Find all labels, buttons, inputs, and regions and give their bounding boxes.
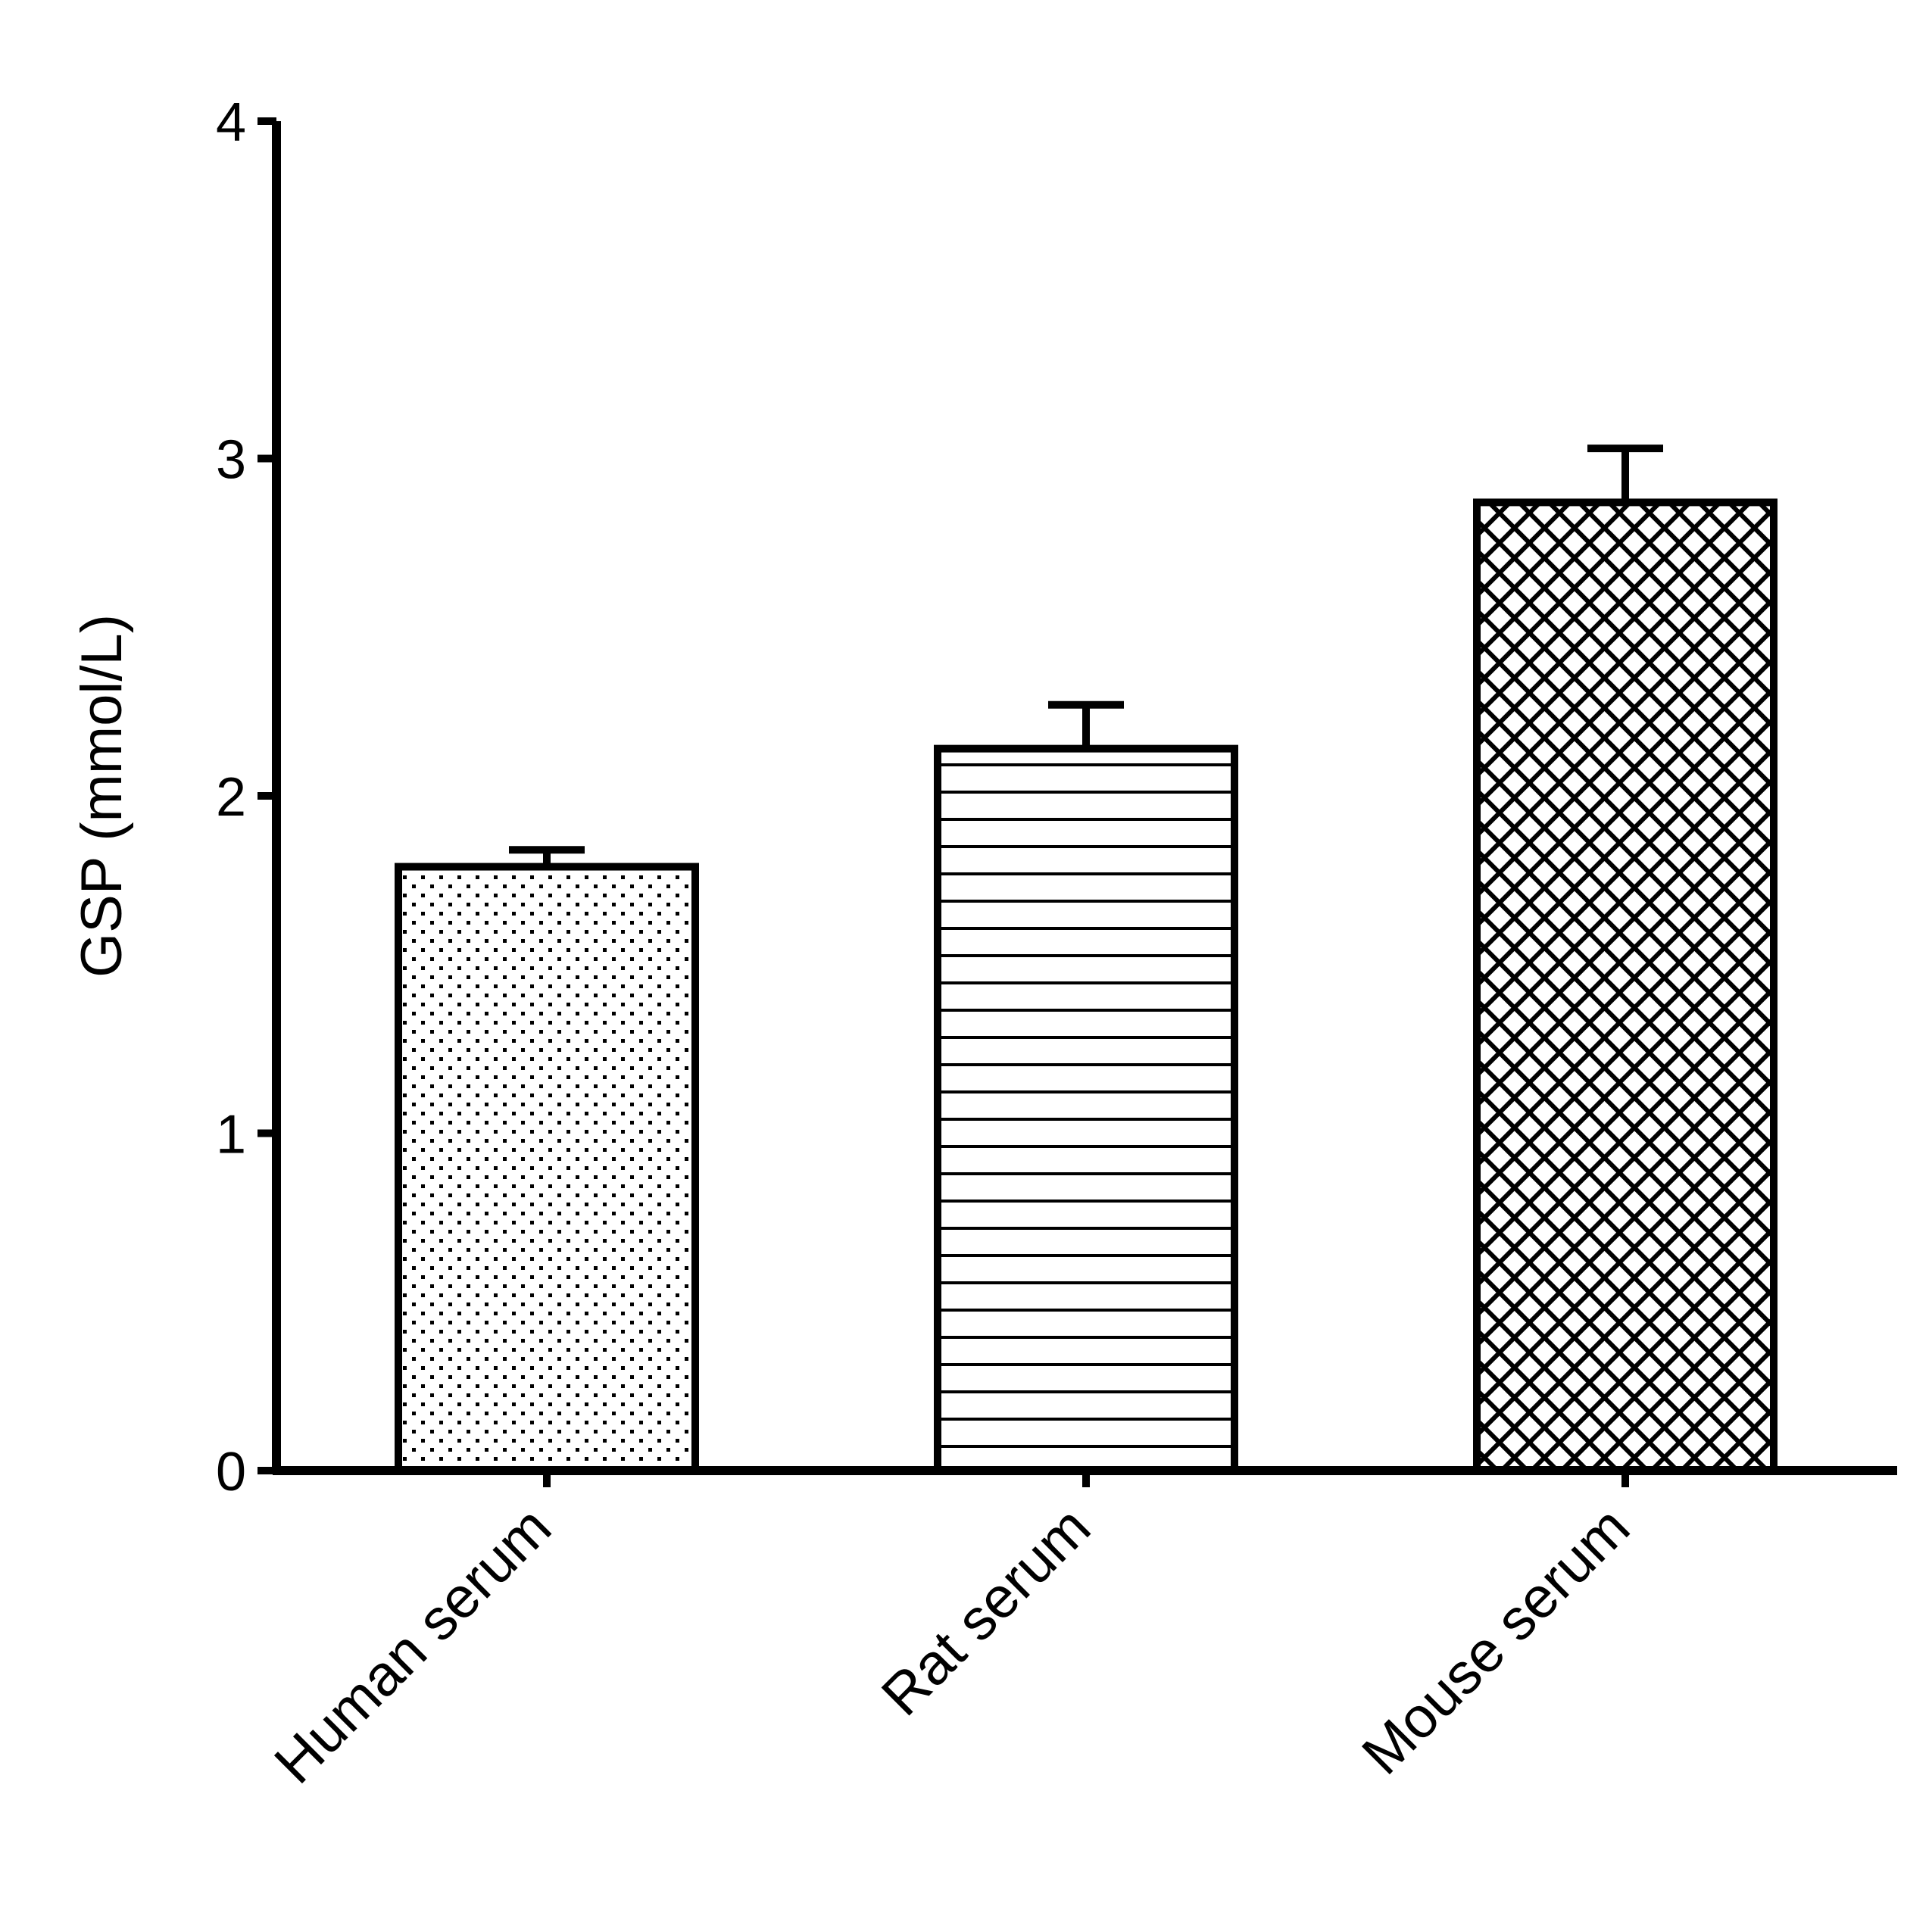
y-tick-label: 0	[216, 1442, 246, 1502]
y-axis-title: GSP (mmol/L)	[70, 614, 134, 978]
x-tick-label: Mouse serum	[1350, 1495, 1642, 1787]
bar-2	[1473, 498, 1778, 1474]
y-tick-label: 1	[216, 1105, 246, 1165]
bar-1	[934, 744, 1238, 1474]
labels-group: Human serum Rat serum Mouse serum 0 1 2 3 4 GSP …	[70, 92, 1642, 1795]
bar-0	[395, 863, 699, 1475]
axes-group	[257, 117, 1897, 1487]
x-tick-label: Human serum	[262, 1495, 563, 1796]
y-tick-label: 4	[216, 92, 246, 153]
bars-group	[395, 445, 1778, 1475]
y-tick-label: 3	[216, 430, 246, 491]
x-tick-label: Rat serum	[869, 1495, 1103, 1728]
y-tick-label: 2	[216, 767, 246, 828]
